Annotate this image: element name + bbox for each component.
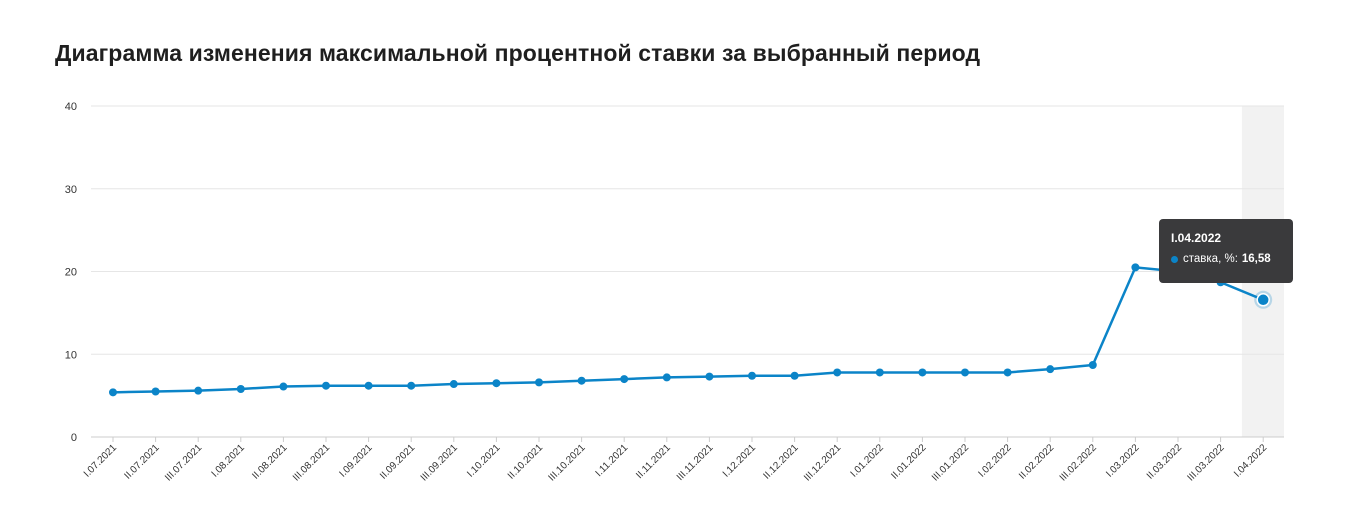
x-tick-label: I.08.2021	[210, 442, 248, 480]
x-tick-label: I.12.2021	[721, 442, 759, 480]
data-point[interactable]	[194, 386, 203, 395]
x-tick-label: II.01.2022	[889, 442, 929, 482]
tooltip-date: I.04.2022	[1171, 231, 1222, 245]
data-point[interactable]	[790, 371, 799, 380]
data-point[interactable]	[407, 381, 416, 390]
x-tick-label: II.09.2021	[378, 442, 418, 482]
series-dot-icon	[1171, 255, 1178, 263]
series-line	[111, 266, 1265, 394]
y-tick-label: 40	[65, 101, 77, 113]
x-tick-label: II.07.2021	[122, 442, 162, 482]
data-point[interactable]	[535, 378, 543, 387]
x-tick-label: III.03.2022	[1186, 442, 1228, 484]
x-tick-label: III.02.2022	[1058, 442, 1100, 484]
x-tick-label: I.11.2021	[594, 442, 631, 479]
x-tick-label: I.03.2022	[1104, 442, 1142, 480]
tooltip-series-label: ставка, %:	[1183, 253, 1238, 265]
data-point[interactable]	[1046, 365, 1055, 374]
data-point[interactable]	[322, 381, 330, 390]
x-tick-label: III.09.2021	[419, 442, 461, 484]
data-point[interactable]	[875, 368, 884, 377]
data-point[interactable]	[1131, 263, 1140, 272]
x-tick-label: II.12.2021	[761, 442, 801, 482]
y-tick-label: 20	[65, 267, 77, 279]
data-point[interactable]	[236, 385, 245, 394]
x-tick-label: II.03.2022	[1145, 442, 1185, 482]
data-point[interactable]	[151, 387, 160, 396]
x-tick-label: III.07.2021	[163, 442, 205, 484]
data-point[interactable]	[492, 379, 501, 388]
x-tick-label: II.08.2021	[250, 442, 290, 482]
data-point[interactable]	[1003, 368, 1012, 377]
y-tick-label: 30	[65, 184, 77, 196]
x-tick-label: I.07.2021	[82, 442, 120, 480]
data-point[interactable]	[109, 388, 117, 397]
tooltip-series-row: ставка, %: 16,58	[1171, 253, 1281, 265]
y-tick-label: 0	[71, 432, 77, 444]
data-point[interactable]	[620, 375, 629, 384]
data-point[interactable]	[662, 373, 671, 382]
x-tick-label: I.09.2021	[337, 442, 375, 480]
x-tick-label: III.08.2021	[291, 442, 333, 484]
x-tick-label: II.02.2022	[1017, 442, 1057, 482]
data-point[interactable]	[577, 376, 586, 385]
x-tick-label: III.10.2021	[547, 442, 589, 484]
data-point[interactable]	[364, 381, 373, 390]
y-tick-label: 10	[65, 349, 77, 361]
data-point[interactable]	[918, 368, 927, 377]
x-tick-label: III.12.2021	[802, 442, 844, 484]
x-tick-label: III.11.2021	[675, 442, 716, 483]
chart-tooltip: I.04.2022 ставка, %: 16,58	[1159, 219, 1293, 283]
x-tick-label: I.02.2022	[976, 442, 1014, 480]
tooltip-value: 16,58	[1241, 253, 1271, 265]
data-point[interactable]	[279, 382, 288, 391]
data-point[interactable]	[449, 380, 458, 389]
x-tick-label: I.10.2021	[465, 442, 503, 480]
x-tick-label: I.04.2022	[1232, 442, 1270, 480]
data-point[interactable]	[1088, 361, 1097, 370]
data-point[interactable]	[748, 371, 756, 380]
x-tick-label: III.01.2022	[930, 442, 972, 484]
x-tick-label: II.10.2021	[506, 442, 546, 482]
chart-title: Диаграмма изменения максимальной процент…	[55, 40, 981, 66]
data-point[interactable]	[705, 372, 714, 381]
x-tick-label: I.01.2022	[849, 442, 887, 480]
data-point[interactable]	[833, 368, 842, 377]
x-tick-label: II.11.2021	[634, 442, 673, 481]
data-point[interactable]	[961, 368, 969, 377]
data-point-active[interactable]	[1256, 293, 1270, 307]
